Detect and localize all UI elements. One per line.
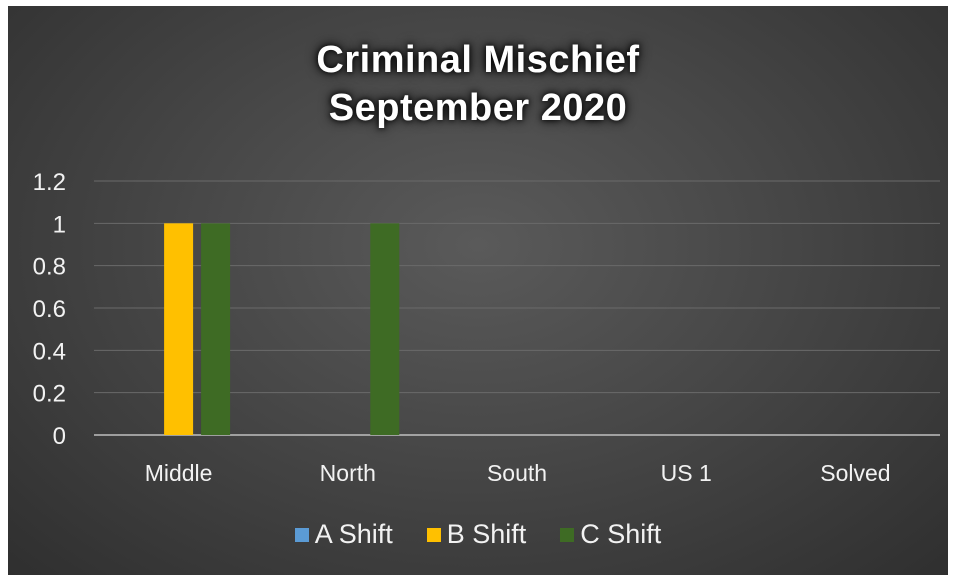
chart-title: Criminal Mischief September 2020 bbox=[8, 36, 948, 132]
bar-c-shift-middle bbox=[201, 223, 231, 435]
legend-swatch bbox=[294, 527, 309, 542]
y-tick-label: 1 bbox=[53, 211, 66, 238]
legend: A Shift B Shift C Shift bbox=[8, 519, 948, 550]
bar-chart: 0 0.2 0.4 0.6 0.8 1 1.2 Middle North South US 1 Sol… bbox=[33, 169, 940, 486]
chart-area: Criminal Mischief September 2020 0 0.2 0.4… bbox=[8, 6, 948, 575]
x-tick-label: South bbox=[487, 460, 547, 486]
y-tick-label: 0.4 bbox=[33, 338, 66, 365]
legend-swatch bbox=[560, 527, 575, 542]
legend-label: A Shift bbox=[314, 519, 393, 549]
y-tick-label: 1.2 bbox=[33, 169, 66, 196]
legend-swatch bbox=[426, 527, 441, 542]
legend-label: C Shift bbox=[580, 519, 662, 549]
x-tick-label: Middle bbox=[145, 460, 213, 486]
y-tick-label: 0.8 bbox=[33, 254, 66, 281]
legend-entry-b-shift: B Shift bbox=[426, 519, 527, 550]
legend-entry-a-shift: A Shift bbox=[294, 519, 393, 550]
legend-entry-c-shift: C Shift bbox=[560, 519, 661, 550]
y-tick-label: 0.6 bbox=[33, 296, 66, 323]
chart-title-line-2: September 2020 bbox=[328, 87, 628, 129]
x-tick-label: Solved bbox=[820, 460, 890, 486]
x-tick-label: North bbox=[320, 460, 376, 486]
bar-c-shift-north bbox=[370, 223, 400, 435]
x-tick-label: US 1 bbox=[661, 460, 712, 486]
legend-label: B Shift bbox=[446, 519, 527, 549]
y-tick-label: 0.2 bbox=[33, 381, 66, 408]
y-tick-label: 0 bbox=[53, 423, 66, 450]
bar-b-shift-middle bbox=[164, 223, 194, 435]
chart-title-line-1: Criminal Mischief bbox=[316, 39, 640, 81]
